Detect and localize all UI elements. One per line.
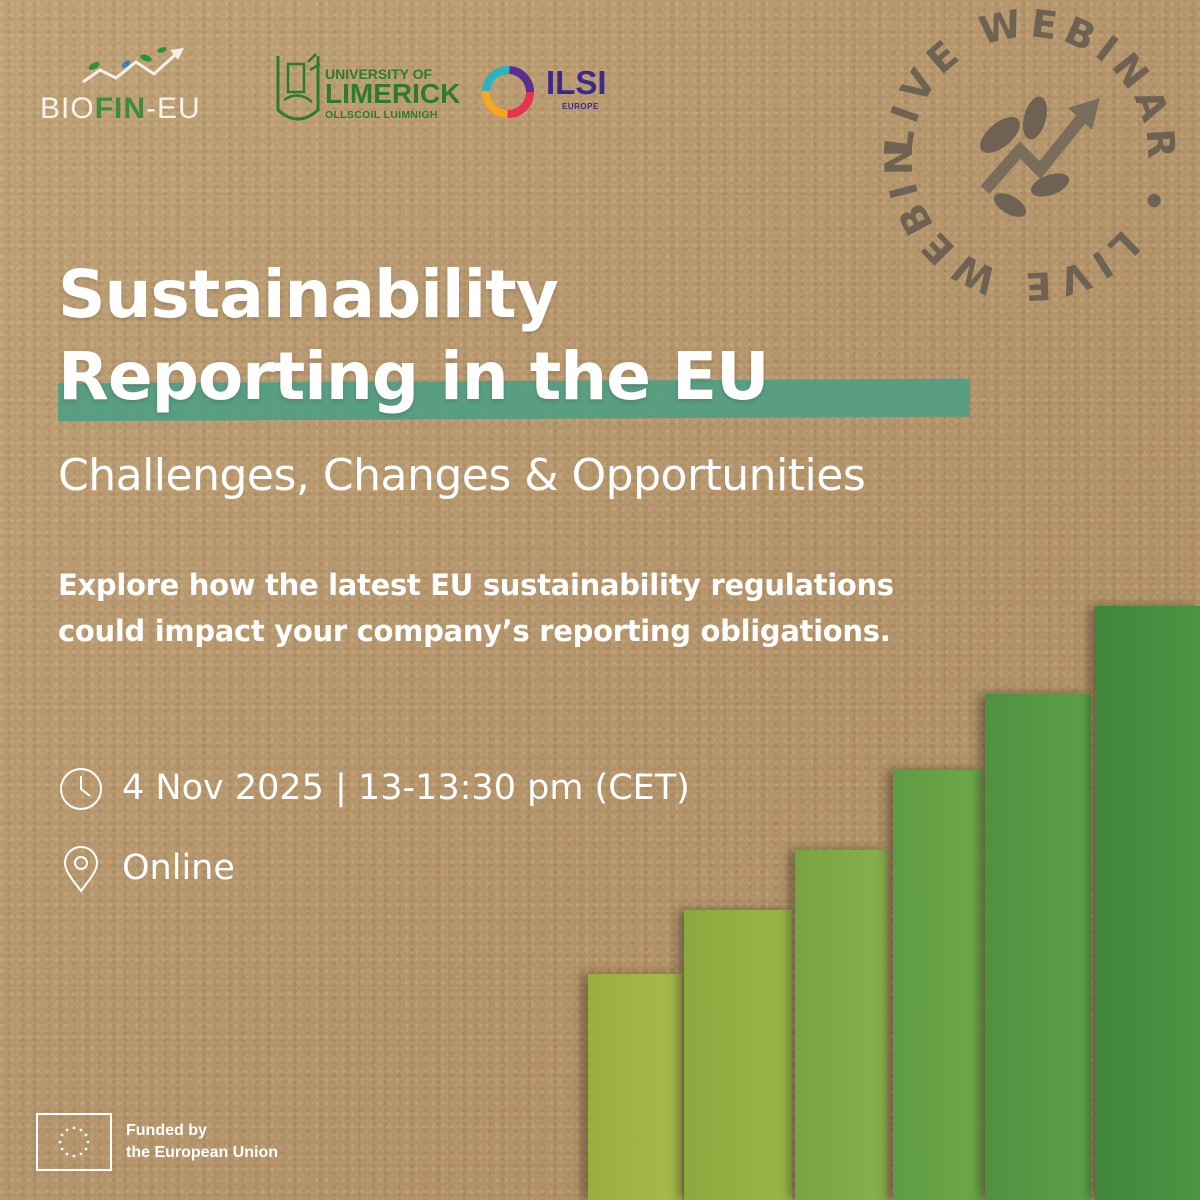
ilsi-ring-icon [482, 66, 534, 118]
limerick-line-1: UNIVERSITY OF [325, 66, 433, 82]
page-title-line-1: Sustainability [58, 256, 559, 333]
green-bar-6 [1095, 606, 1200, 1200]
green-bar-4 [893, 770, 983, 1200]
green-bar-2 [684, 910, 792, 1200]
limerick-line-2: LIMERICK [325, 78, 461, 109]
biofin-eu-logo [82, 47, 184, 84]
live-webinar-seal: LIVE WEBINAR • LIVE WEBINAR • [860, 0, 1178, 309]
event-description: Explore how the latest EU sustainability… [58, 568, 894, 648]
event-datetime: 4 Nov 2025 | 13-13:30 pm (CET) [122, 768, 690, 808]
event-location: Online [122, 848, 235, 888]
location-pin-icon [63, 846, 99, 893]
green-bar-3 [795, 850, 887, 1200]
university-of-limerick-crest-icon [276, 53, 321, 121]
ilsi-subtitle: EUROPE [562, 102, 599, 111]
biofin-eu-wordmark: BIOFIN-EU [40, 92, 201, 125]
seal-leaf-arrow-icon [980, 96, 1100, 217]
green-bar-1 [588, 974, 682, 1200]
funded-line-2: the European Union [126, 1144, 278, 1161]
funded-line-1: Funded by [126, 1122, 207, 1139]
ilsi-wordmark: ILSI [546, 64, 607, 101]
green-bar-5 [985, 694, 1091, 1200]
eu-funding-statement: Funded by the European Union [126, 1120, 326, 1164]
clock-icon [60, 768, 102, 810]
limerick-line-3: OLLSCOIL LUIMNIGH [325, 109, 438, 121]
eu-flag-icon [36, 1113, 112, 1171]
page-subtitle: Challenges, Changes & Opportunities [58, 450, 866, 501]
page-title-line-2: Reporting in the EU [58, 338, 770, 415]
